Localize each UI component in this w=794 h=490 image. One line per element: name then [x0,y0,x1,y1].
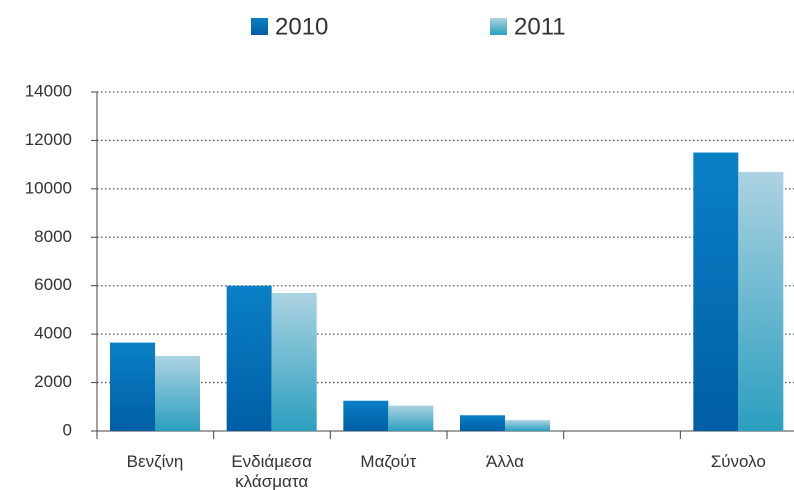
bar [388,405,434,431]
x-tick-label: Μαζούτ [360,452,417,471]
x-tick-label: Βενζίνη [126,452,184,471]
bar [110,342,155,431]
bar [226,285,272,431]
y-tick-label: 10000 [25,178,72,197]
x-tick-label: Σύνολο [710,452,766,471]
y-tick-label: 6000 [34,275,72,294]
y-tick-label: 12000 [25,130,72,149]
y-tick-label: 8000 [34,227,72,246]
bar [271,292,317,431]
legend-swatch [490,18,507,35]
bar [460,415,505,431]
x-tick-label: Άλλα [486,452,524,471]
y-tick-label: 14000 [25,81,72,100]
bar [343,400,389,431]
bar [505,420,550,431]
bar [738,171,784,431]
y-tick-label: 0 [63,420,72,439]
y-tick-label: 4000 [34,324,72,343]
bar [693,152,739,432]
legend-label: 2011 [514,13,566,40]
bar [155,355,200,431]
legend-swatch [251,18,268,35]
x-tick-label: Ενδιάμεσα κλάσματα [231,452,312,490]
legend-label: 2010 [275,13,328,40]
y-tick-label: 2000 [34,372,72,391]
